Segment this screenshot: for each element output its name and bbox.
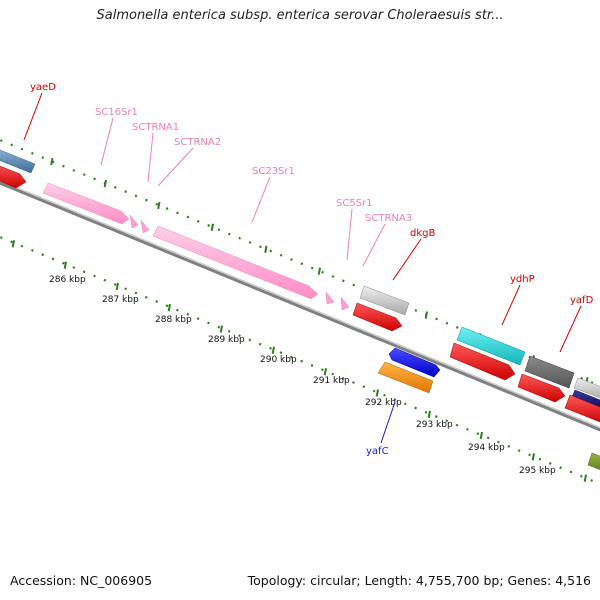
feature-steelblue — [0, 149, 36, 174]
outer-major-tick — [264, 245, 268, 253]
gene-label-SCTRNA3: SCTRNA3 — [365, 213, 412, 224]
tick-label-295: 295 kbp — [519, 466, 556, 476]
feature-arrows — [0, 149, 600, 470]
outer-major-tick — [317, 267, 321, 275]
feature-SCTRNA2 — [140, 219, 150, 234]
feature-navy-right — [571, 389, 600, 408]
outer-major-tick — [424, 311, 428, 319]
footer-accession: Accession: NC_006905 — [10, 573, 153, 588]
feature-yafD-gray — [524, 355, 575, 389]
inner-major-tick — [63, 261, 67, 269]
connector-SC5Sr1 — [346, 208, 353, 261]
inner-major-tick — [375, 389, 379, 397]
feature-dkgB — [352, 302, 403, 332]
feature-ydhP — [449, 342, 516, 381]
genome-backbone — [0, 181, 600, 432]
gene-label-ydhP: ydhP — [510, 274, 535, 285]
feature-yafC-blue — [388, 347, 441, 378]
inner-major-tick — [531, 453, 535, 461]
connector-SC16Sr1 — [100, 117, 114, 166]
tick-label-288: 288 kbp — [155, 315, 192, 325]
gene-label-SC16Sr1: SC16Sr1 — [95, 107, 138, 118]
gene-label-SCTRNA1: SCTRNA1 — [132, 122, 179, 133]
scale-tick-labels: 286 kbp 287 kbp 288 kbp 289 kbp 290 kbp … — [49, 275, 556, 476]
connector-SCTRNA3 — [362, 223, 386, 267]
feature-yafD — [517, 373, 566, 403]
inner-major-tick — [427, 410, 431, 418]
feature-SC23Sr1 — [152, 225, 319, 300]
map-title: Salmonella enterica subsp. enterica sero… — [96, 8, 504, 23]
inner-major-tick — [11, 240, 15, 248]
label-connectors — [23, 92, 582, 444]
feature-ydhP-cyan — [456, 326, 526, 366]
gene-label-SCTRNA2: SCTRNA2 — [174, 137, 221, 148]
gene-label-yafC: yafC — [366, 446, 389, 457]
feature-red-left — [0, 165, 27, 189]
inner-major-tick — [323, 367, 327, 376]
gene-label-yaeD: yaeD — [30, 82, 56, 93]
feature-dkgB-silver — [359, 285, 410, 316]
outer-major-tick — [50, 157, 54, 166]
connector-yafD — [559, 305, 582, 353]
inner-major-tick — [167, 304, 171, 312]
gene-label-SC5Sr1: SC5Sr1 — [336, 198, 373, 209]
feature-silver-right — [573, 377, 600, 399]
feature-SC5Sr1 — [325, 291, 335, 305]
outer-major-tick — [210, 223, 214, 232]
connector-SCTRNA1 — [147, 132, 154, 183]
gene-label-SC23Sr1: SC23Sr1 — [252, 166, 295, 177]
outer-major-tick — [157, 201, 161, 210]
tick-label-293: 293 kbp — [416, 420, 453, 430]
tick-label-291: 291 kbp — [313, 376, 350, 386]
tick-label-290: 290 kbp — [260, 355, 297, 365]
connector-SC23Sr1 — [251, 176, 271, 223]
gene-label-dkgB: dkgB — [410, 228, 435, 239]
connector-yaeD — [23, 92, 43, 141]
genome-backbone-highlight — [0, 179, 600, 429]
inner-major-ticks — [11, 240, 587, 482]
tick-label-289: 289 kbp — [208, 335, 245, 345]
gene-label-yafD: yafD — [570, 295, 594, 306]
feature-SCTRNA3 — [340, 296, 350, 311]
tick-label-286: 286 kbp — [49, 275, 86, 285]
inner-major-tick — [479, 431, 483, 440]
inner-major-tick — [219, 325, 223, 333]
inner-major-tick — [271, 346, 275, 355]
feature-red-right — [564, 394, 600, 423]
inner-major-tick — [583, 474, 587, 482]
feature-SC16Sr1 — [42, 182, 130, 225]
outer-major-tick — [103, 179, 107, 188]
feature-olive-right — [587, 452, 600, 470]
gene-labels: yaeD SC16Sr1 SCTRNA1 SCTRNA2 SC23Sr1 SC5… — [30, 82, 594, 457]
footer-summary: Topology: circular; Length: 4,755,700 bp… — [247, 573, 591, 588]
connector-ydhP — [501, 284, 521, 326]
connector-dkgB — [392, 238, 422, 281]
connector-SCTRNA2 — [157, 147, 194, 187]
feature-orange — [377, 361, 434, 394]
connector-yafC — [380, 401, 396, 444]
tick-label-287: 287 kbp — [102, 295, 139, 305]
inner-major-tick — [115, 282, 119, 291]
feature-SCTRNA1 — [129, 214, 139, 229]
tick-label-294: 294 kbp — [468, 443, 505, 453]
tick-label-292: 292 kbp — [365, 398, 402, 408]
